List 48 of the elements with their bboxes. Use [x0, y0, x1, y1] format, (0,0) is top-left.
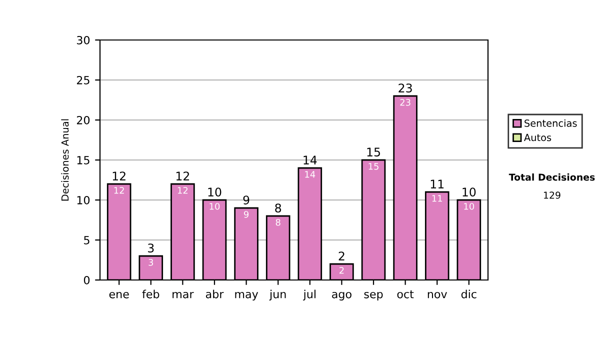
y-tick-label: 15 [77, 156, 90, 164]
total-label: 8 [275, 204, 282, 213]
y-tick-label: 20 [76, 116, 90, 124]
y-tick-label: 5 [84, 236, 90, 244]
x-tick-label: abr [206, 290, 224, 298]
total-label: 12 [112, 172, 126, 180]
x-tick-label: ago [332, 292, 352, 300]
total-label: 12 [176, 172, 190, 180]
x-tick-label: mar [172, 292, 194, 298]
x-tick-label: ene [109, 292, 129, 298]
data-label: 11 [432, 195, 442, 202]
y-axis-title: Decisiones Anual [61, 119, 69, 201]
y-tick-label: 25 [76, 76, 90, 84]
legend-label: Sentencias [524, 119, 577, 127]
total-label: 9 [243, 196, 250, 205]
y-tick-label: 0 [84, 276, 90, 284]
total-label: 2 [338, 252, 344, 260]
x-tick-label: oct [397, 290, 414, 298]
data-label: 9 [244, 210, 249, 218]
text: 129 [544, 192, 560, 199]
x-tick-label: dic [461, 290, 476, 298]
data-label: 8 [276, 218, 280, 226]
total-label: 14 [304, 156, 317, 164]
x-tick-label: jul [303, 290, 316, 300]
total-label: 3 [148, 244, 154, 253]
data-label: 12 [114, 186, 124, 194]
data-label: 10 [210, 202, 220, 210]
data-label: 14 [305, 171, 316, 178]
data-label: 10 [464, 202, 474, 210]
data-label: 23 [400, 98, 410, 106]
total-label: 15 [367, 148, 380, 157]
x-tick-label: may [235, 292, 258, 300]
x-tick-label: nov [428, 292, 447, 298]
data-label: 15 [368, 163, 378, 170]
y-tick-label: 30 [76, 36, 90, 44]
y-tick-label: 10 [77, 196, 90, 204]
x-tick-label: sep [364, 292, 383, 300]
x-tick-label: jun [269, 290, 286, 300]
total-label: 11 [430, 180, 444, 188]
data-label: 12 [178, 186, 188, 194]
total-label: 10 [462, 188, 476, 197]
data-label: 2 [339, 266, 344, 274]
x-tick-label: feb [142, 290, 160, 298]
total-label: 23 [398, 84, 412, 93]
text: Total Decisiones [508, 173, 595, 181]
data-label: 3 [148, 258, 154, 266]
total-label: 10 [208, 188, 222, 197]
legend-label: Autos [524, 134, 552, 142]
